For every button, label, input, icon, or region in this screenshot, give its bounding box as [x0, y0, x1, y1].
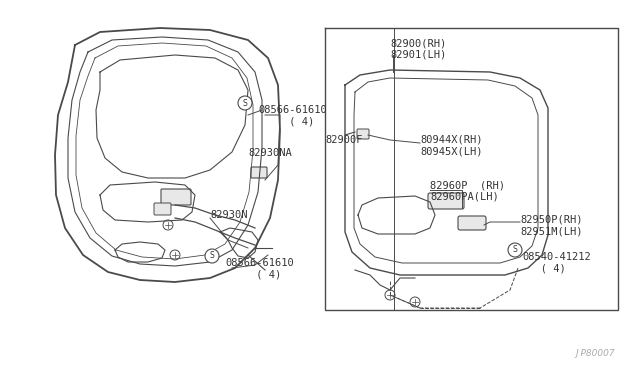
- Text: 82930N: 82930N: [210, 210, 248, 220]
- Text: 80944X(RH)
80945X(LH): 80944X(RH) 80945X(LH): [420, 135, 483, 157]
- Text: 08566-61610
     ( 4): 08566-61610 ( 4): [258, 105, 327, 126]
- Circle shape: [410, 297, 420, 307]
- FancyBboxPatch shape: [161, 189, 191, 205]
- Text: 82900(RH)
82901(LH): 82900(RH) 82901(LH): [390, 38, 446, 60]
- Text: J P80007: J P80007: [575, 349, 615, 358]
- Text: S: S: [243, 99, 248, 108]
- FancyBboxPatch shape: [154, 203, 171, 215]
- Circle shape: [170, 250, 180, 260]
- Circle shape: [205, 249, 219, 263]
- Text: 82930NA: 82930NA: [248, 148, 292, 158]
- Text: 82900F: 82900F: [325, 135, 362, 145]
- Text: 82960P  (RH)
82960PA(LH): 82960P (RH) 82960PA(LH): [430, 180, 505, 202]
- Text: 82950P(RH)
82951M(LH): 82950P(RH) 82951M(LH): [520, 215, 582, 237]
- Circle shape: [238, 96, 252, 110]
- Circle shape: [163, 220, 173, 230]
- Text: S: S: [513, 246, 517, 254]
- Circle shape: [508, 243, 522, 257]
- Text: 08540-41212
   ( 4): 08540-41212 ( 4): [522, 252, 591, 273]
- Text: 08566-61610
     ( 4): 08566-61610 ( 4): [225, 258, 294, 280]
- FancyBboxPatch shape: [428, 193, 464, 209]
- Circle shape: [385, 290, 395, 300]
- FancyBboxPatch shape: [357, 129, 369, 139]
- FancyBboxPatch shape: [251, 167, 267, 178]
- Text: S: S: [210, 251, 214, 260]
- FancyBboxPatch shape: [458, 216, 486, 230]
